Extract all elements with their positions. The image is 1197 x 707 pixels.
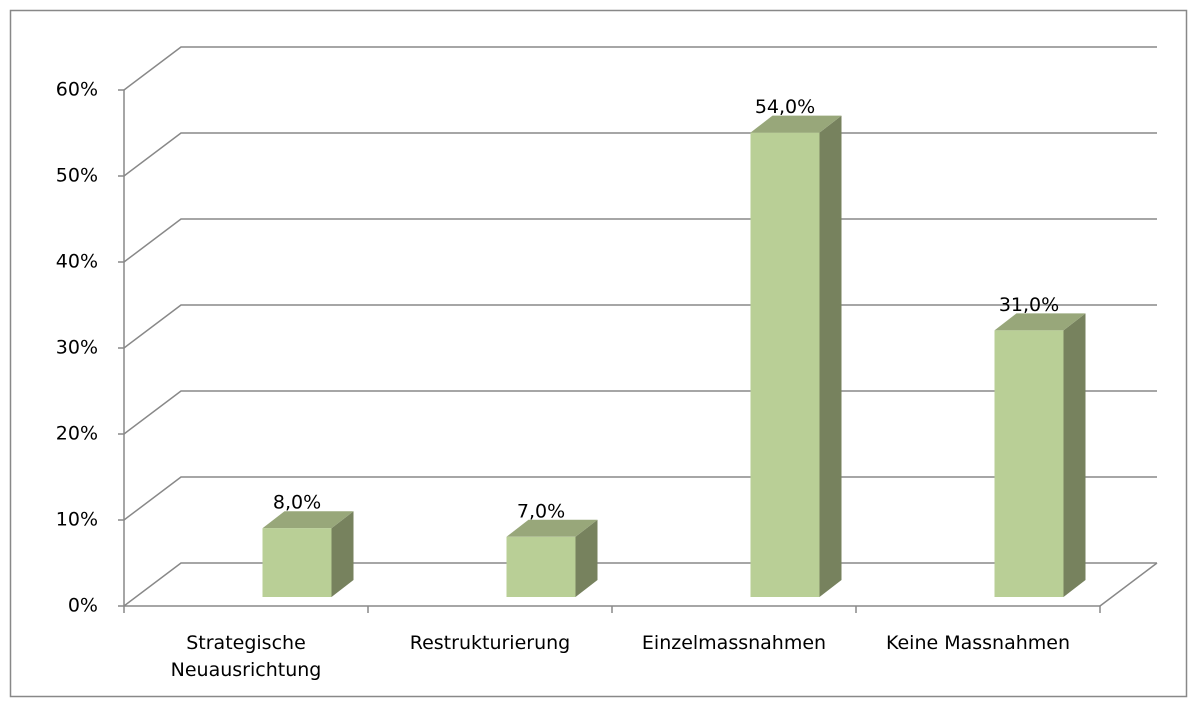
bar-top xyxy=(506,519,598,537)
grid-line xyxy=(123,218,1157,263)
grid-line xyxy=(123,132,1157,177)
y-tick-label: 60% xyxy=(56,79,98,101)
bar xyxy=(750,132,820,597)
y-tick-label: 0% xyxy=(68,595,98,617)
x-tick-label: Strategische Neuausrichtung xyxy=(170,632,322,681)
y-tick-label: 10% xyxy=(56,509,98,531)
bar-top xyxy=(262,511,354,529)
y-tick-label: 40% xyxy=(56,251,98,273)
x-tick-label: Restrukturierung xyxy=(409,632,571,654)
y-tick-label: 50% xyxy=(56,165,98,187)
bar-top xyxy=(994,313,1086,331)
grid-line xyxy=(123,46,1157,91)
chart-border xyxy=(9,9,1188,698)
y-tick-label: 30% xyxy=(56,337,98,359)
x-tick-label: Einzelmassnahmen xyxy=(641,632,827,654)
bar xyxy=(994,330,1064,597)
data-label: 8,0% xyxy=(273,492,321,514)
data-label: 54,0% xyxy=(755,96,815,118)
bar xyxy=(262,528,332,597)
bar-side xyxy=(575,519,598,597)
bar xyxy=(506,536,576,597)
bar-side xyxy=(331,511,354,597)
data-label: 31,0% xyxy=(999,294,1059,316)
data-label: 7,0% xyxy=(517,500,565,522)
y-tick-label: 20% xyxy=(56,423,98,445)
floor-right xyxy=(1099,562,1158,607)
bar-side xyxy=(819,115,842,597)
x-tick-label: Keine Massnahmen xyxy=(885,632,1071,654)
bar-side xyxy=(1063,313,1086,597)
bar-top xyxy=(750,115,842,133)
